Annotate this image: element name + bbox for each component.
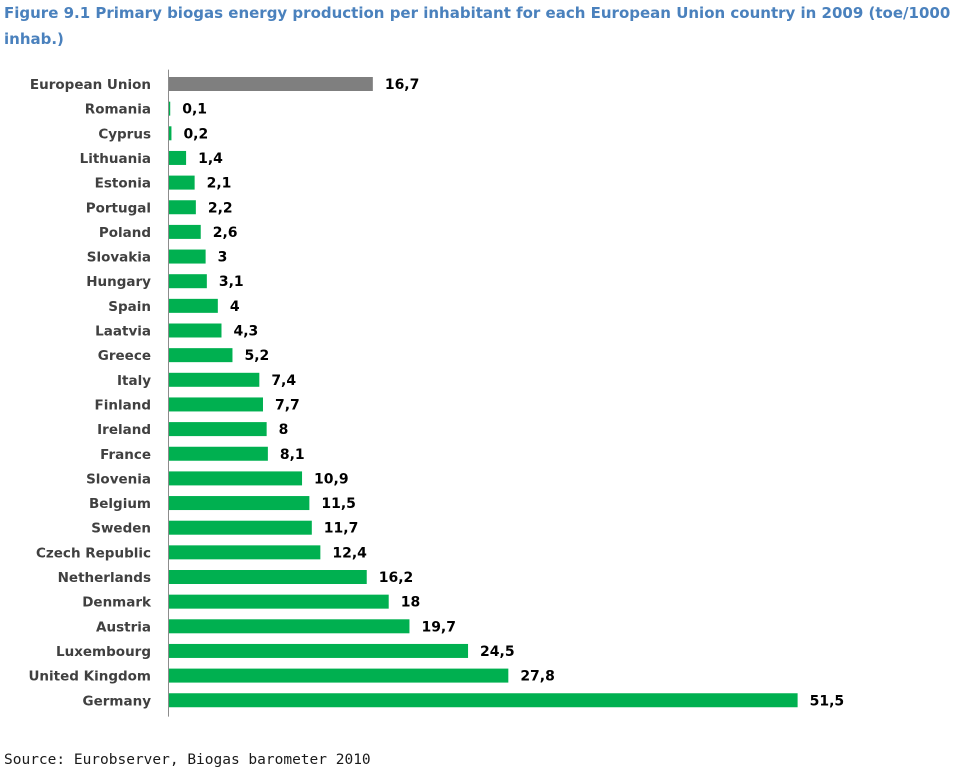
value-label-italy: 7,4 <box>271 373 296 389</box>
bar-ireland <box>169 422 267 437</box>
value-label-france: 8,1 <box>280 447 305 463</box>
bar-lithuania <box>169 150 187 165</box>
value-label-greece: 5,2 <box>244 348 269 364</box>
bar-finland <box>169 397 263 412</box>
bar-greece <box>169 348 233 363</box>
value-label-united-kingdom: 27,8 <box>520 669 555 685</box>
bar-sweden <box>169 520 312 535</box>
category-label-estonia: Estonia <box>95 176 151 192</box>
source-note: Source: Eurobserver, Biogas barometer 20… <box>4 752 371 768</box>
value-label-sweden: 11,7 <box>324 521 359 537</box>
category-label-italy: Italy <box>117 373 151 389</box>
bars-group: European Union 16,7 Romania 0,1 Cyprus 0,2 Lit… <box>28 77 844 709</box>
value-label-czech-republic: 12,4 <box>332 545 367 561</box>
category-label-united-kingdom: United Kingdom <box>28 669 151 685</box>
value-label-poland: 2,6 <box>213 225 238 241</box>
category-label-hungary: Hungary <box>86 274 151 290</box>
bar-germany <box>169 693 798 708</box>
category-label-czech-republic: Czech Republic <box>36 545 151 561</box>
value-label-denmark: 18 <box>401 595 420 611</box>
category-label-austria: Austria <box>96 619 151 635</box>
value-label-slovenia: 10,9 <box>314 471 349 487</box>
value-label-luxembourg: 24,5 <box>480 644 515 660</box>
category-label-ireland: Ireland <box>97 422 151 438</box>
category-label-belgium: Belgium <box>89 496 151 512</box>
bar-denmark <box>169 594 389 609</box>
bar-chart: European Union 16,7 Romania 0,1 Cyprus 0,2 Lit… <box>28 69 844 717</box>
bar-belgium <box>169 496 310 511</box>
bar-laatvia <box>169 323 222 338</box>
bar-poland <box>169 224 201 239</box>
value-label-hungary: 3,1 <box>219 274 244 290</box>
category-label-portugal: Portugal <box>86 200 151 216</box>
category-label-sweden: Sweden <box>91 521 151 537</box>
category-label-spain: Spain <box>108 299 151 315</box>
category-label-lithuania: Lithuania <box>80 151 151 167</box>
bar-romania <box>169 101 171 116</box>
bar-france <box>169 446 268 461</box>
category-label-slovenia: Slovenia <box>86 471 151 487</box>
value-label-spain: 4 <box>230 299 240 315</box>
category-label-netherlands: Netherlands <box>58 570 151 586</box>
figure-title: Figure 9.1 Primary biogas energy product… <box>4 4 951 48</box>
category-label-france: France <box>100 447 151 463</box>
bar-cyprus <box>169 126 172 141</box>
value-label-cyprus: 0,2 <box>183 126 208 142</box>
bar-estonia <box>169 175 195 190</box>
value-label-european-union: 16,7 <box>385 77 420 93</box>
bar-portugal <box>169 200 196 215</box>
value-label-belgium: 11,5 <box>321 496 356 512</box>
category-label-romania: Romania <box>85 102 151 118</box>
value-label-romania: 0,1 <box>182 102 207 118</box>
bar-spain <box>169 298 218 313</box>
bar-italy <box>169 372 260 387</box>
category-label-european-union: European Union <box>30 77 151 93</box>
bar-slovakia <box>169 249 206 264</box>
value-label-laatvia: 4,3 <box>233 324 258 340</box>
bar-european-union <box>169 77 373 91</box>
bar-austria <box>169 619 410 634</box>
value-label-austria: 19,7 <box>421 619 456 635</box>
bar-slovenia <box>169 471 303 486</box>
category-label-denmark: Denmark <box>82 595 152 611</box>
category-label-poland: Poland <box>99 225 151 241</box>
category-label-laatvia: Laatvia <box>95 324 151 340</box>
value-label-ireland: 8 <box>279 422 289 438</box>
bar-united-kingdom <box>169 668 509 683</box>
value-label-finland: 7,7 <box>275 397 300 413</box>
value-label-portugal: 2,2 <box>208 200 233 216</box>
category-label-finland: Finland <box>95 397 151 413</box>
bar-netherlands <box>169 570 367 584</box>
category-label-luxembourg: Luxembourg <box>56 644 151 660</box>
value-label-netherlands: 16,2 <box>379 570 414 586</box>
category-label-greece: Greece <box>98 348 151 364</box>
bar-czech-republic <box>169 545 321 560</box>
category-label-cyprus: Cyprus <box>98 126 151 142</box>
bar-luxembourg <box>169 643 469 658</box>
value-label-germany: 51,5 <box>810 693 845 709</box>
value-label-lithuania: 1,4 <box>198 151 223 167</box>
value-label-estonia: 2,1 <box>207 176 232 192</box>
category-label-germany: Germany <box>83 693 152 709</box>
category-label-slovakia: Slovakia <box>87 250 151 266</box>
value-label-slovakia: 3 <box>218 250 228 266</box>
bar-hungary <box>169 274 207 289</box>
